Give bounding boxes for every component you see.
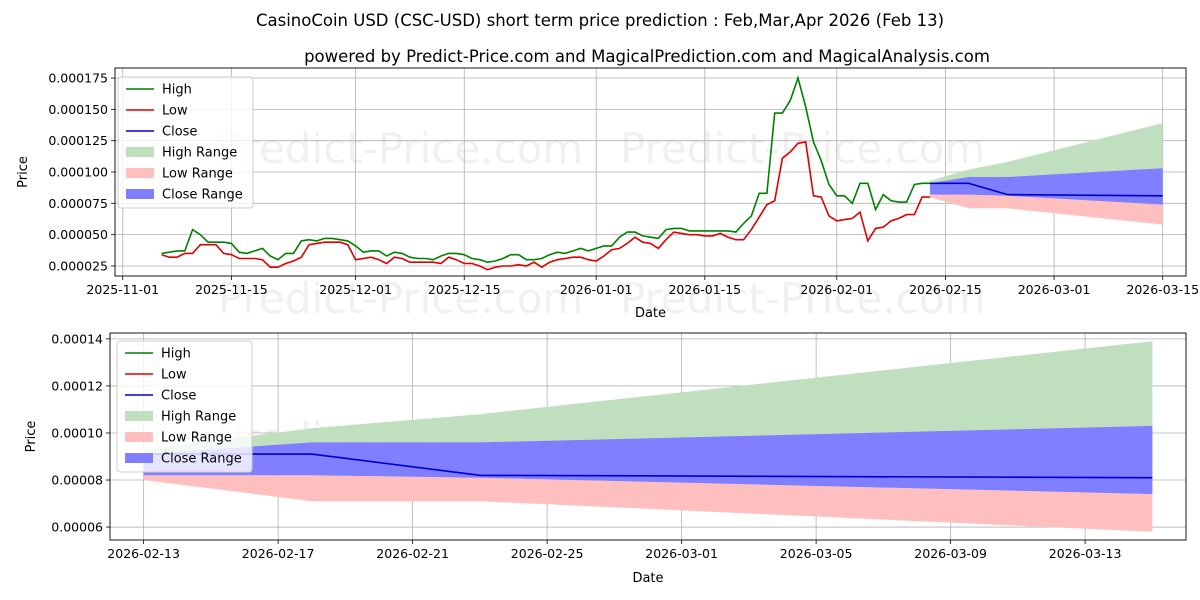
y-tick-label: 0.00006: [51, 520, 103, 535]
legend-label: Close: [162, 125, 197, 140]
top-chart-panel: 2025-11-01 2025-11-15 2025-12-01 2025-12-15…: [16, 67, 1199, 321]
legend-swatch-patch: [125, 453, 153, 463]
legend-label: Close Range: [161, 452, 242, 467]
y-tick-label: 0.000125: [48, 133, 108, 148]
x-tick-label: 2025-12-15: [428, 282, 501, 297]
y-tick-label: 0.00014: [51, 331, 103, 346]
x-tick-label: 2026-03-13: [1049, 546, 1122, 561]
legend-label: Low Range: [162, 167, 233, 182]
x-tick-label: 2025-11-15: [195, 282, 268, 297]
x-tick-label: 2026-03-01: [645, 546, 718, 561]
legend-label: Low Range: [161, 431, 232, 446]
x-tick-label: 2026-02-17: [242, 546, 315, 561]
legend-label: High: [162, 83, 192, 98]
legend-swatch-patch: [126, 189, 154, 199]
watermark-text: Predict-Price.com: [218, 274, 583, 323]
y-tick-label: 0.000025: [48, 258, 108, 273]
y-tick-label: 0.000175: [48, 71, 108, 86]
x-axis-label: Date: [632, 571, 663, 586]
x-tick-label: 2026-03-05: [780, 546, 853, 561]
x-axis-label: Date: [635, 306, 666, 321]
high-series-line: [161, 75, 930, 264]
chart-subtitle: powered by Predict-Price.com and Magical…: [304, 47, 990, 66]
y-tick-label: 0.000050: [48, 227, 108, 242]
legend-label: Low: [161, 368, 187, 383]
x-tick-label: 2026-02-13: [107, 546, 180, 561]
legend-label: High Range: [162, 146, 237, 161]
legend-label: Close: [161, 389, 196, 404]
y-tick-label: 0.00010: [51, 425, 103, 440]
plot-frame: [109, 332, 1187, 541]
x-tick-label: 2026-03-15: [1126, 282, 1199, 297]
legend-swatch-patch: [125, 411, 153, 421]
legend-label: High Range: [161, 410, 236, 425]
low-range-band: [929, 194, 1163, 225]
y-tick-label: 0.00012: [51, 378, 103, 393]
x-tick-label: 2026-02-01: [800, 282, 873, 297]
x-tick-label: 2026-03-01: [1018, 282, 1091, 297]
x-tick-label: 2026-02-25: [511, 546, 584, 561]
y-tick-label: 0.000100: [48, 165, 108, 180]
x-tick-label: 2026-03-09: [914, 546, 987, 561]
legend-swatch-patch: [126, 168, 154, 178]
watermark-text: Predict-Price.com: [620, 274, 985, 323]
bottom-chart-panel: 2026-02-13 2026-02-17 2026-02-21 2026-02-25…: [24, 331, 1187, 586]
x-tick-label: 2025-11-01: [86, 282, 159, 297]
legend-swatch-patch: [125, 432, 153, 442]
low-range-band: [143, 475, 1153, 532]
legend-label: Close Range: [162, 188, 243, 203]
x-tick-label: 2026-02-21: [376, 546, 449, 561]
x-tick-label: 2026-02-15: [909, 282, 982, 297]
y-tick-label: 0.000075: [48, 196, 108, 211]
y-tick-label: 0.000150: [48, 102, 108, 117]
low-series-line: [161, 140, 930, 271]
x-tick-label: 2026-01-01: [560, 282, 633, 297]
watermark-text: Predict-Price.com: [620, 124, 985, 173]
legend-label: High: [161, 347, 191, 362]
y-axis-label: Price: [16, 156, 31, 188]
close-series-line: [929, 182, 1163, 197]
y-axis-label: Price: [24, 421, 39, 453]
watermark-text: Predict-Price.com: [218, 124, 583, 173]
legend-label: Low: [162, 104, 188, 119]
x-tick-label: 2026-01-15: [668, 282, 741, 297]
y-tick-label: 0.00008: [51, 473, 103, 488]
plot-frame: [114, 67, 1187, 277]
chart-title: CasinoCoin USD (CSC-USD) short term pric…: [256, 11, 944, 30]
x-tick-label: 2025-12-01: [319, 282, 392, 297]
legend-swatch-patch: [126, 147, 154, 157]
